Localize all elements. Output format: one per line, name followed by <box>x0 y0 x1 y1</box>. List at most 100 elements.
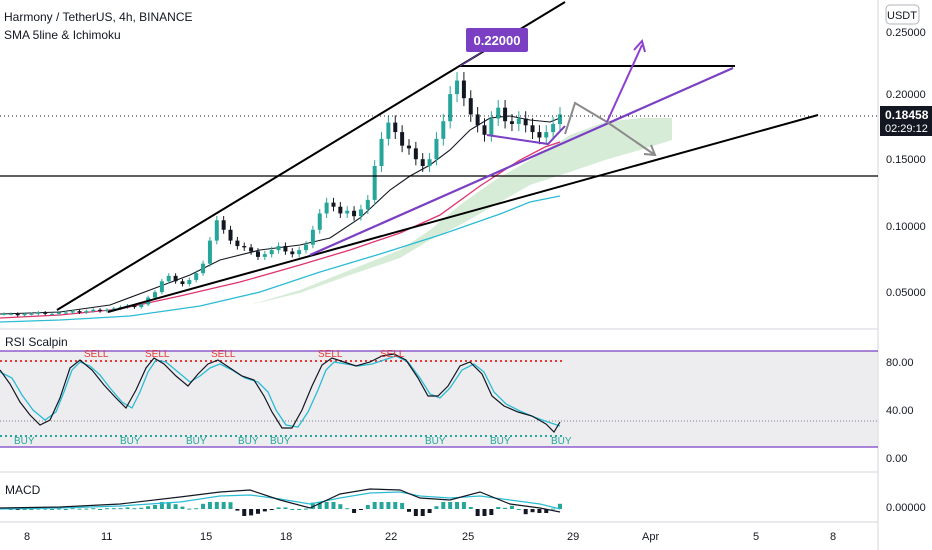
candle-body <box>427 159 432 166</box>
macd-bar <box>482 509 487 516</box>
time-tick: 18 <box>280 531 292 543</box>
price-tick: 0.10000 <box>886 221 926 233</box>
macd-bar <box>537 509 542 513</box>
macd-bar <box>310 502 315 509</box>
macd-bar <box>29 509 34 510</box>
macd-bar <box>36 508 41 510</box>
macd-bar <box>187 508 192 510</box>
macd-bar <box>98 509 103 510</box>
buy-signal: BUY <box>490 436 511 447</box>
candle-body <box>276 246 281 251</box>
macd-tick: 0.00000 <box>886 502 926 514</box>
candle-body <box>269 250 274 255</box>
macd-bar <box>461 502 466 509</box>
macd-bar <box>8 509 13 510</box>
candle-body <box>297 250 302 255</box>
candle-body <box>70 311 75 313</box>
candle-body <box>56 312 61 314</box>
macd-bar <box>503 507 508 509</box>
candle-body <box>434 138 439 160</box>
macd-bar <box>56 508 61 510</box>
macd-bar <box>434 506 439 509</box>
bullish-projection-path <box>606 44 643 123</box>
macd-bar <box>22 509 27 510</box>
lower-trendline <box>107 114 819 313</box>
candle-body <box>159 281 164 293</box>
macd-bar <box>427 509 432 513</box>
candle-body <box>406 145 411 149</box>
macd-bar <box>352 509 357 513</box>
candle-body <box>420 159 425 166</box>
time-tick: 25 <box>462 531 474 543</box>
time-tick: 22 <box>385 531 397 543</box>
macd-bar <box>544 509 549 513</box>
candle-body <box>365 199 370 210</box>
bearish-projection-arrowhead <box>643 144 657 157</box>
macd-bar <box>201 503 206 509</box>
macd-bar <box>235 509 240 511</box>
macd-bar <box>413 509 418 516</box>
macd-bar <box>393 502 398 509</box>
candle-body <box>139 304 144 308</box>
macd-bar <box>228 502 233 509</box>
macd-line <box>0 488 561 513</box>
candle-body <box>153 292 158 298</box>
candle-body <box>379 138 384 166</box>
candle-body <box>544 132 549 138</box>
macd-bar <box>317 502 322 509</box>
macd-bar <box>338 504 343 509</box>
candle-body <box>63 312 68 314</box>
candle-body <box>468 98 473 115</box>
purple-trendline <box>309 66 734 257</box>
macd-bar <box>468 507 473 509</box>
candle-body <box>173 275 178 282</box>
bearish-projection-path <box>564 101 656 156</box>
candle-body <box>489 118 494 135</box>
buy-signal: BUY <box>551 436 572 447</box>
candle-body <box>262 254 267 257</box>
macd-bar <box>509 505 514 509</box>
candle-body <box>77 311 82 313</box>
sell-signal: SELL <box>145 349 170 360</box>
candle-body <box>207 240 212 264</box>
rsi-signal-line <box>0 355 561 428</box>
macd-bar <box>372 502 377 509</box>
candle-body <box>324 202 329 214</box>
macd-bar <box>324 502 329 509</box>
candle-body <box>29 313 34 315</box>
macd-bar <box>166 502 171 509</box>
macd-bar <box>400 503 405 509</box>
macd-bar <box>104 508 109 510</box>
target-label-text: 0.22000 <box>474 33 521 48</box>
macd-bar <box>448 502 453 509</box>
macd-bar <box>255 509 260 514</box>
candle-body <box>331 202 336 207</box>
candle-body <box>358 209 363 217</box>
macd-bar <box>159 502 164 509</box>
candle-body <box>509 121 514 124</box>
macd-bar <box>50 509 55 510</box>
macd-bar <box>345 508 350 510</box>
macd-bar <box>180 506 185 509</box>
indicator-legend[interactable]: SMA 5line & Ichimoku <box>4 28 121 42</box>
macd-bar <box>249 509 254 516</box>
macd-bar <box>146 506 151 509</box>
buy-signal: BUY <box>14 436 35 447</box>
time-tick: 29 <box>567 531 579 543</box>
currency-badge[interactable] <box>885 4 920 25</box>
price-tick: 0.15000 <box>886 154 926 166</box>
macd-bar <box>139 507 144 509</box>
macd-bar <box>455 502 460 509</box>
macd-bar <box>194 508 199 510</box>
macd-bar <box>365 505 370 509</box>
currency-badge-label: USDT <box>887 10 917 22</box>
candle-body <box>91 309 96 312</box>
macd-bar <box>558 503 562 509</box>
candle-body <box>310 229 315 245</box>
candle-body <box>304 244 309 251</box>
candle-body <box>180 281 185 285</box>
time-tick: 5 <box>753 531 759 543</box>
candle-body <box>413 148 418 160</box>
candle-body <box>290 251 295 255</box>
